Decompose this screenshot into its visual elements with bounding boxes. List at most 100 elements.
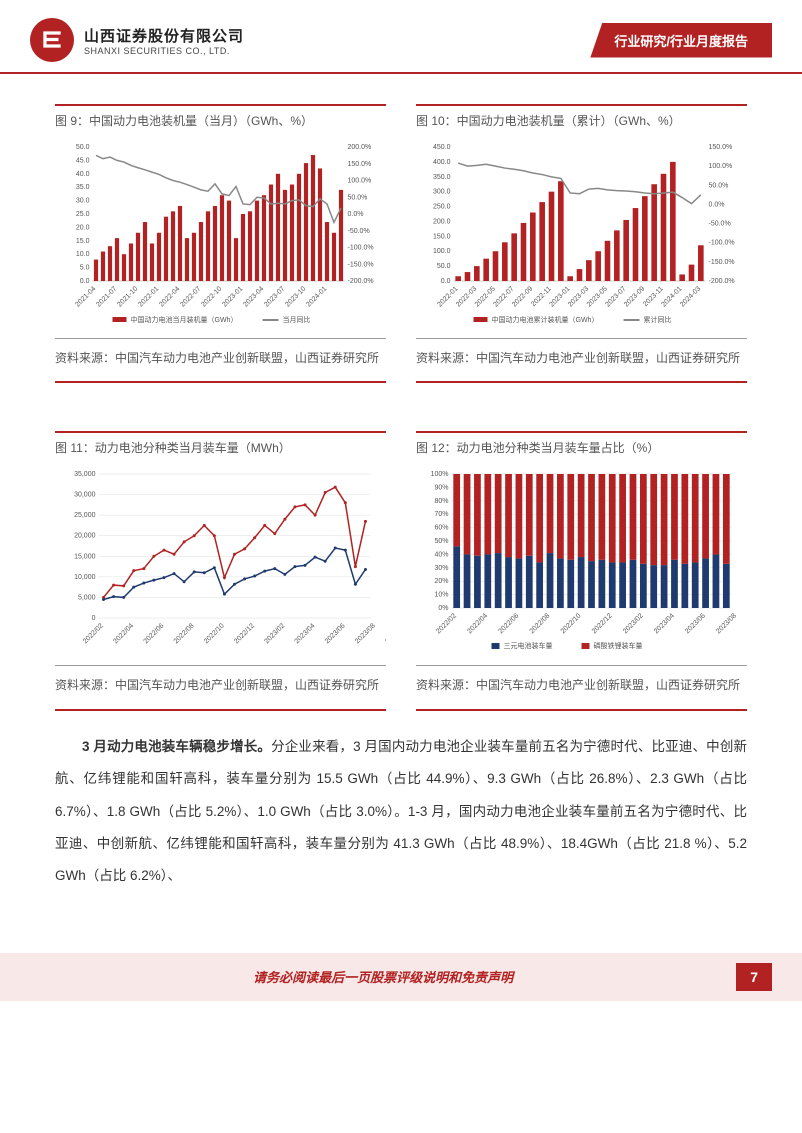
svg-text:150.0%: 150.0% [709,144,733,151]
svg-text:40%: 40% [434,552,448,559]
chart-row-2: 图 11：动力电池分种类当月装车量（MWh） 05,00010,00015,00… [55,431,747,710]
body-rest: 分企业来看，3 月国内动力电池企业装车量前五名为宁德时代、比亚迪、中创新航、亿纬… [55,739,747,884]
svg-text:-200.0%: -200.0% [348,278,374,285]
svg-text:50.0: 50.0 [437,263,451,270]
svg-text:0.0%: 0.0% [709,201,725,208]
svg-text:-150.0%: -150.0% [348,261,374,268]
svg-text:累计同比: 累计同比 [644,315,672,324]
svg-text:30.0: 30.0 [76,198,90,205]
svg-text:2023/08: 2023/08 [354,623,377,646]
svg-text:0.0%: 0.0% [348,211,364,218]
chart-11-block: 图 11：动力电池分种类当月装车量（MWh） 05,00010,00015,00… [55,431,386,710]
company-logo-icon [30,18,74,62]
svg-text:400.0: 400.0 [433,159,451,166]
chart-10-block: 图 10：中国动力电池装机量（累计）（GWh、%） 0.050.0100.015… [416,104,747,383]
svg-text:60%: 60% [434,525,448,532]
svg-text:2023-07: 2023-07 [263,285,286,308]
chart-9-source: 资料来源：中国汽车动力电池产业创新联盟，山西证券研究所 [55,338,386,383]
company-name-cn: 山西证券股份有限公司 [84,25,244,46]
svg-text:10%: 10% [434,592,448,599]
logo-text: 山西证券股份有限公司 SHANXI SECURITIES CO., LTD. [84,25,244,56]
svg-text:2023/04: 2023/04 [294,623,317,646]
svg-text:40.0: 40.0 [76,171,90,178]
page-number: 7 [736,963,772,991]
svg-text:30,000: 30,000 [74,492,96,499]
chart-12-title: 图 12：动力电池分种类当月装车量占比（%） [416,431,747,456]
svg-text:2023/06: 2023/06 [324,623,347,646]
svg-text:35,000: 35,000 [74,471,96,478]
chart-row-1: 图 9：中国动力电池装机量（当月）（GWh、%） 0.05.010.015.02… [55,104,747,383]
svg-text:150.0%: 150.0% [348,161,372,168]
svg-text:10.0: 10.0 [76,251,90,258]
svg-text:2022/12: 2022/12 [233,623,256,646]
svg-text:50.0: 50.0 [76,144,90,151]
chart-10-svg: 0.050.0100.0150.0200.0250.0300.0350.0400… [416,139,747,329]
chart-10-title: 图 10：中国动力电池装机量（累计）（GWh、%） [416,104,747,129]
chart-11-source: 资料来源：中国汽车动力电池产业创新联盟，山西证券研究所 [55,665,386,710]
svg-text:2022/02: 2022/02 [82,623,105,646]
svg-text:-200.0%: -200.0% [709,278,735,285]
svg-text:350.0: 350.0 [433,174,451,181]
body-bold: 3 月动力电池装车辆稳步增长。 [82,739,271,754]
svg-text:100%: 100% [431,471,449,478]
svg-text:2023/02: 2023/02 [263,623,286,646]
svg-text:-100.0%: -100.0% [348,245,374,252]
svg-text:2022-04: 2022-04 [158,285,181,308]
page-footer: 请务必阅读最后一页股票评级说明和免责声明 7 [0,953,802,1001]
svg-text:2024-01: 2024-01 [305,285,328,308]
svg-text:100.0%: 100.0% [348,178,372,185]
svg-text:35.0: 35.0 [76,184,90,191]
svg-text:100.0%: 100.0% [709,163,733,170]
svg-text:2021-10: 2021-10 [116,285,139,308]
page-content: 图 9：中国动力电池装机量（当月）（GWh、%） 0.05.010.015.02… [0,74,802,913]
chart-9-block: 图 9：中国动力电池装机量（当月）（GWh、%） 0.05.010.015.02… [55,104,386,383]
report-type-badge: 行业研究/行业月度报告 [590,23,772,58]
svg-text:2023/10: 2023/10 [384,623,386,646]
svg-text:20.0: 20.0 [76,224,90,231]
svg-text:50.0%: 50.0% [709,182,729,189]
chart-11-svg: 0 5,000 10,000 15,000 20,000 25,000 30,000 35,0… [55,466,386,656]
svg-text:0: 0 [92,615,96,622]
chart-12-block: 图 12：动力电池分种类当月装车量占比（%） 0%10%20%30%40%50%… [416,431,747,710]
svg-text:2021-07: 2021-07 [95,285,118,308]
svg-text:中国动力电池当月装机量（GWh）: 中国动力电池当月装机量（GWh） [131,315,238,324]
svg-text:2022/04: 2022/04 [112,623,135,646]
svg-text:三元电池装车量: 三元电池装车量 [504,641,553,650]
svg-text:10,000: 10,000 [74,574,96,581]
svg-text:25,000: 25,000 [74,513,96,520]
svg-text:当月同比: 当月同比 [283,315,311,324]
body-paragraph: 3 月动力电池装车辆稳步增长。分企业来看，3 月国内动力电池企业装车量前五名为宁… [55,731,747,893]
svg-text:2023/08: 2023/08 [715,613,738,636]
svg-text:200.0: 200.0 [433,218,451,225]
svg-text:0.0: 0.0 [80,278,90,285]
svg-text:45.0: 45.0 [76,157,90,164]
svg-text:2023/06: 2023/06 [684,613,707,636]
svg-text:2024-03: 2024-03 [679,285,702,308]
chart-12-svg: 0%10%20%30%40%50%60%70%80%90%100%2022/02… [416,466,747,656]
svg-text:25.0: 25.0 [76,211,90,218]
svg-text:-100.0%: -100.0% [709,240,735,247]
svg-text:30%: 30% [434,565,448,572]
svg-text:2023/04: 2023/04 [653,613,676,636]
svg-text:80%: 80% [434,498,448,505]
svg-text:2022/10: 2022/10 [203,623,226,646]
logo-block: 山西证券股份有限公司 SHANXI SECURITIES CO., LTD. [30,18,244,62]
svg-text:-150.0%: -150.0% [709,259,735,266]
svg-text:50.0%: 50.0% [348,194,368,201]
svg-text:5,000: 5,000 [78,595,96,602]
svg-text:15,000: 15,000 [74,554,96,561]
svg-text:2022/02: 2022/02 [435,613,458,636]
svg-text:2022/08: 2022/08 [173,623,196,646]
svg-text:2022/06: 2022/06 [497,613,520,636]
chart-10-source: 资料来源：中国汽车动力电池产业创新联盟，山西证券研究所 [416,338,747,383]
disclaimer-text: 请务必阅读最后一页股票评级说明和免责声明 [30,967,736,986]
svg-text:20,000: 20,000 [74,533,96,540]
svg-text:中国动力电池累计装机量（GWh）: 中国动力电池累计装机量（GWh） [492,315,599,324]
svg-text:2022/12: 2022/12 [591,613,614,636]
chart-9-svg: 0.05.010.015.020.025.030.035.040.045.050… [55,139,386,329]
svg-text:300.0: 300.0 [433,189,451,196]
svg-text:2022/08: 2022/08 [529,613,552,636]
svg-text:200.0%: 200.0% [348,144,372,151]
svg-text:2022/04: 2022/04 [466,613,489,636]
page-header: 山西证券股份有限公司 SHANXI SECURITIES CO., LTD. 行… [0,0,802,74]
